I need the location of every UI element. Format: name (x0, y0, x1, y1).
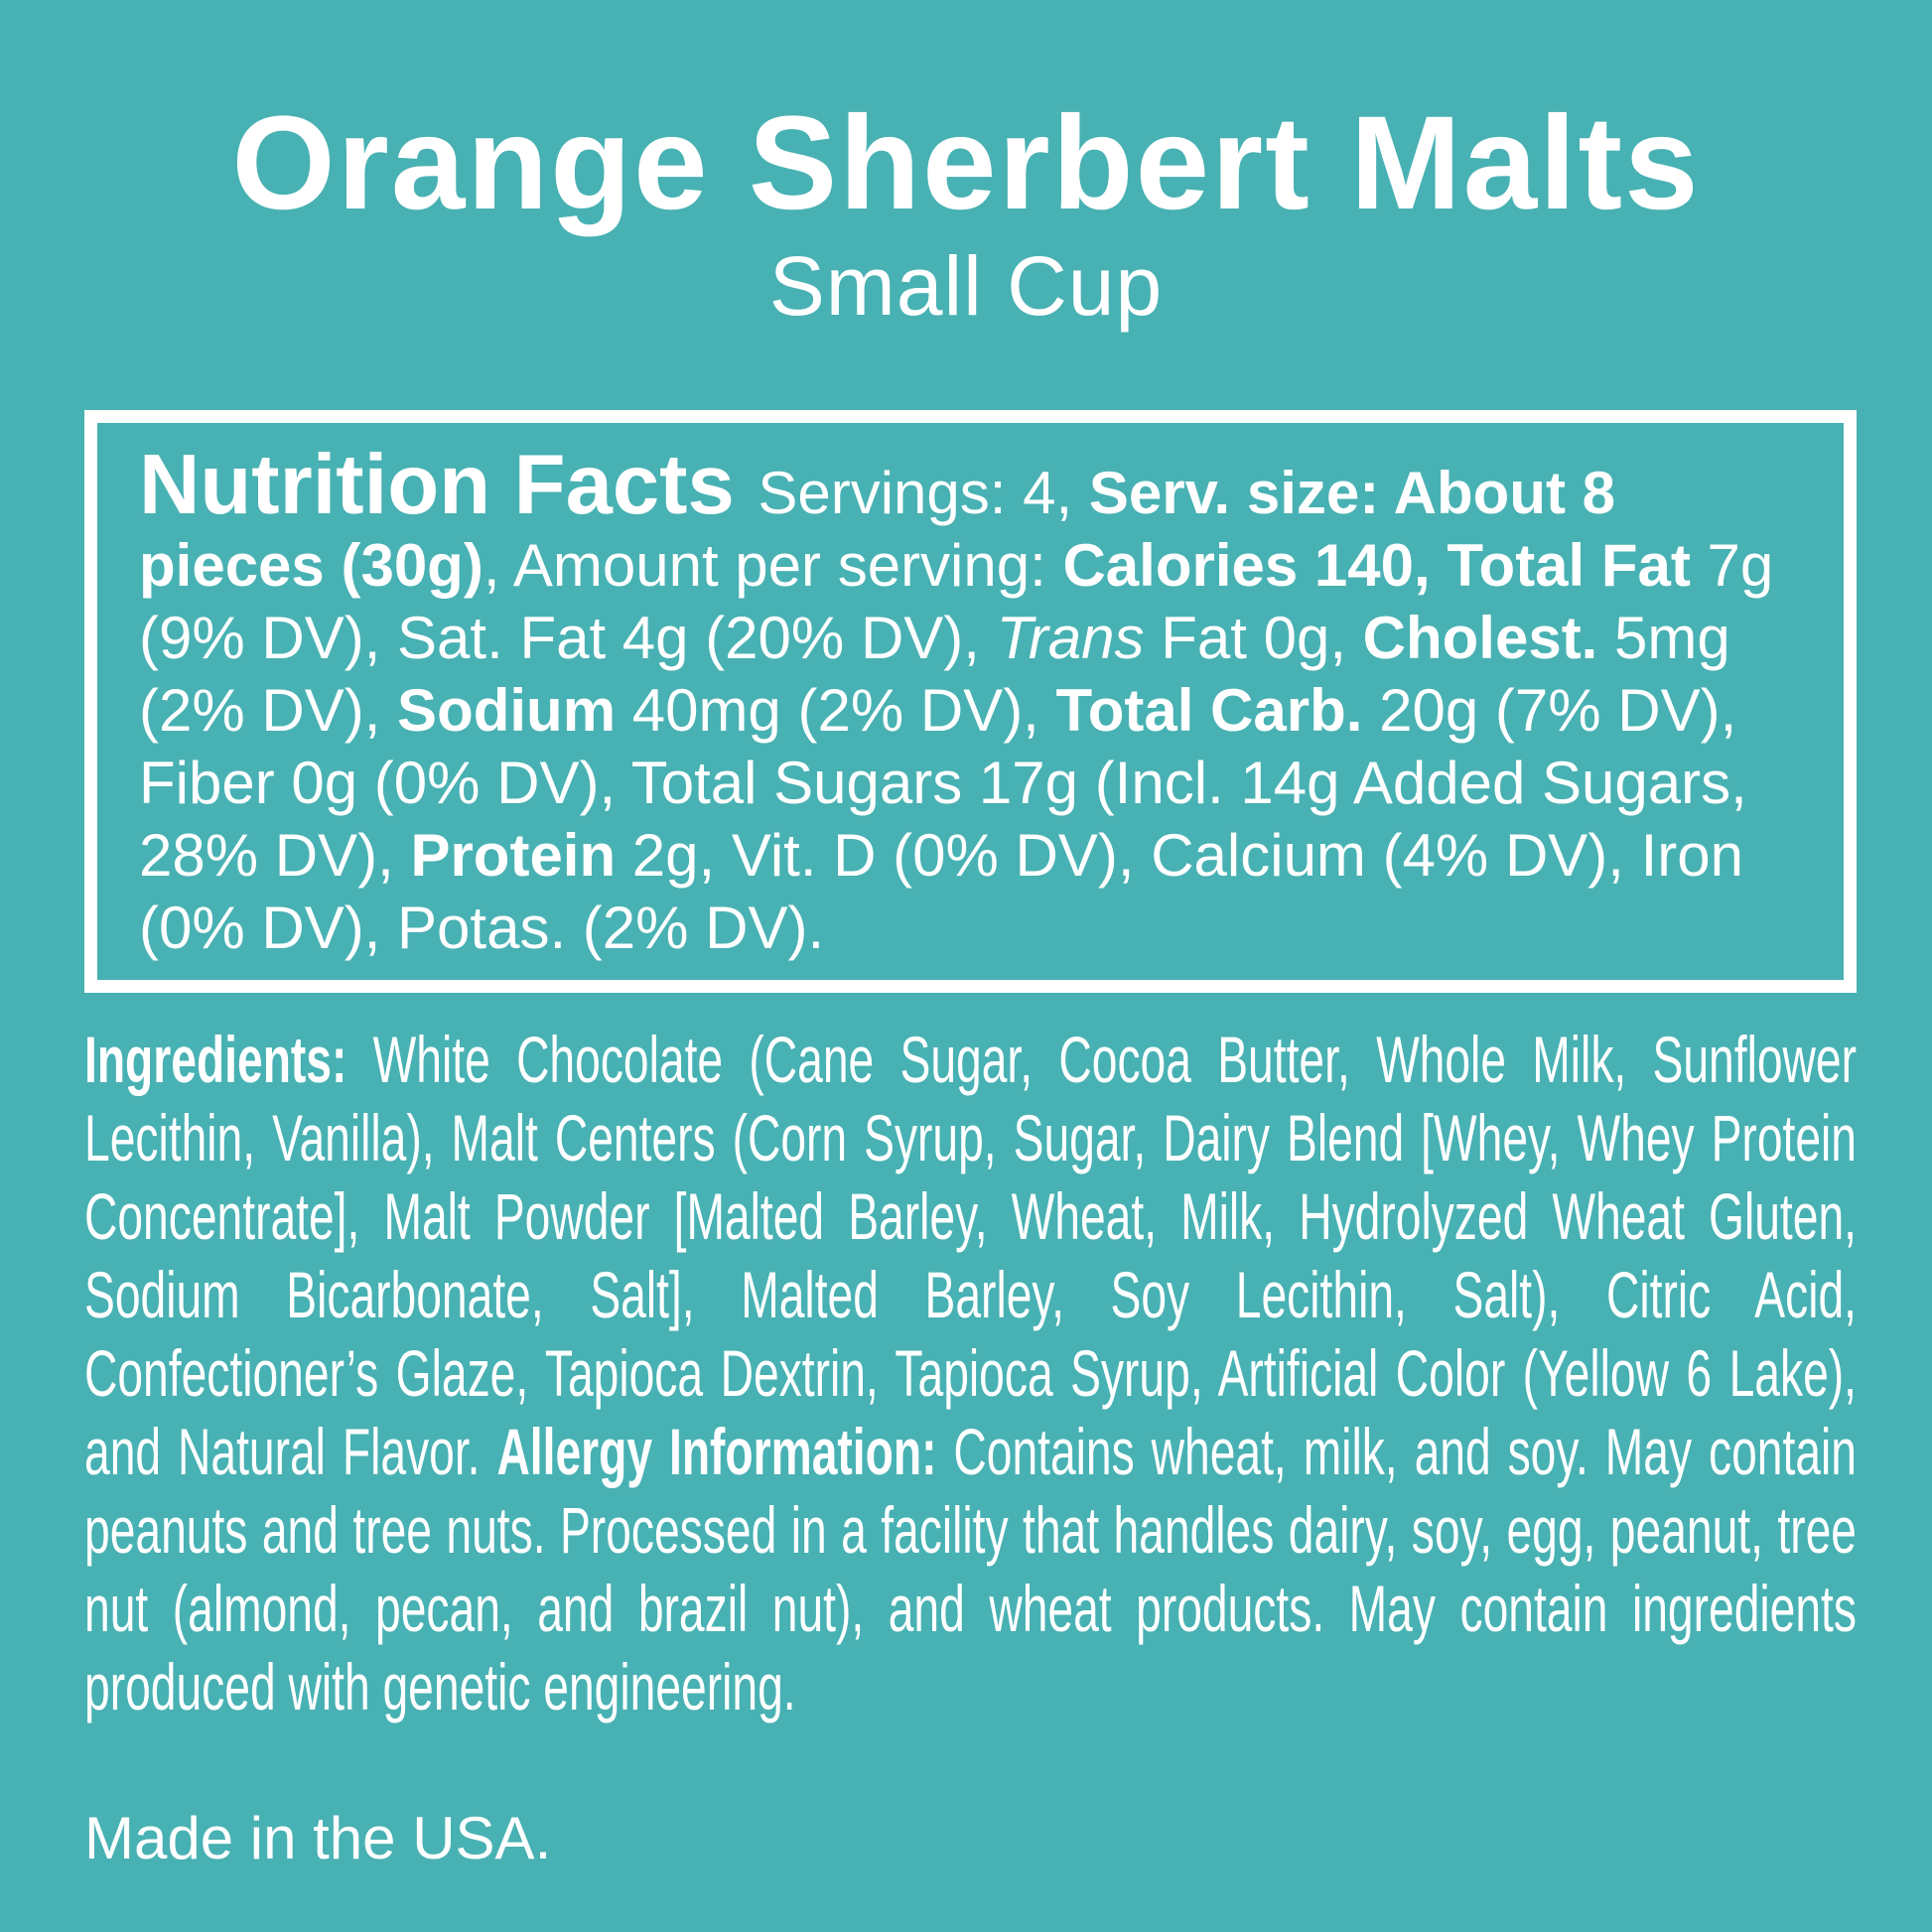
nutrition-facts-heading: Nutrition Facts (139, 438, 759, 532)
ingredients-text: Ingredients: White Chocolate (Cane Sugar… (84, 1021, 1857, 1726)
text-segment: Fat 0g, (1144, 605, 1363, 671)
text-segment: 20g (7% DV), Fiber 0g (0% DV), Total Sug… (139, 677, 1747, 889)
text-segment: Contains wheat, milk, and soy. May conta… (84, 1415, 1857, 1724)
nutrition-facts-box: Nutrition Facts Servings: 4, Serv. size:… (84, 410, 1857, 993)
text-segment: 7g (9% DV), Sat. Fat 4g (20% DV), (139, 532, 1774, 671)
text-segment: 2g, Vit. D (0% DV), Calcium (4% DV), Iro… (139, 822, 1744, 961)
text-segment: Calories 140, Total Fat (1062, 532, 1691, 599)
product-title: Orange Sherbert Malts (231, 89, 1701, 237)
ingredients-heading: Ingredients: (84, 1023, 373, 1096)
text-segment: Protein (410, 822, 617, 889)
text-segment: Cholest. (1362, 605, 1598, 671)
text-segment: Trans (996, 605, 1145, 671)
allergy-information-heading: Allergy Information: (496, 1415, 954, 1488)
nutrition-facts-text: Nutrition Facts Servings: 4, Serv. size:… (139, 443, 1816, 964)
made-in-usa-text: Made in the USA. (84, 1805, 552, 1871)
text-segment: Serv. size: About 8 pieces (30g) (139, 460, 1615, 599)
text-segment: Total Carb. (1055, 677, 1363, 744)
text-segment: , Amount per serving: (483, 532, 1063, 599)
text-segment: 40mg (2% DV), (616, 677, 1056, 744)
text-segment: 5mg (2% DV), (139, 605, 1730, 744)
text-segment: White Chocolate (Cane Sugar, Cocoa Butte… (84, 1023, 1858, 1488)
product-subtitle: Small Cup (768, 239, 1164, 333)
text-segment: Servings: 4, (758, 460, 1089, 526)
text-segment: Sodium (397, 677, 617, 744)
